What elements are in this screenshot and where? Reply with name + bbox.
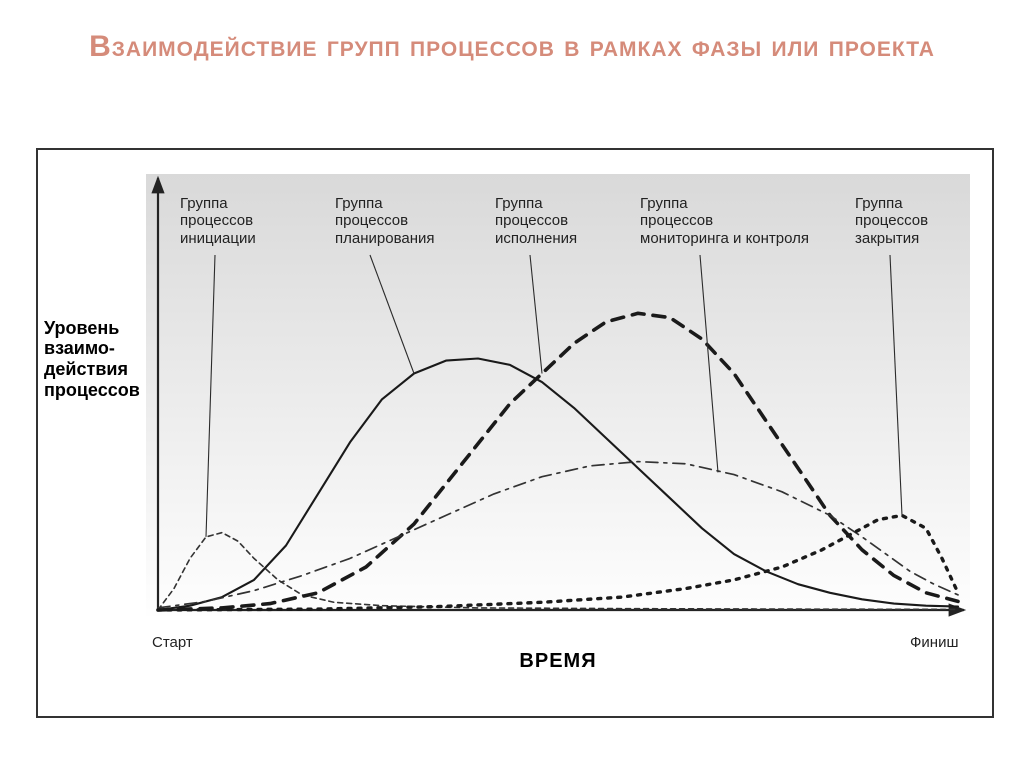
series-label-monitoring: Группапроцессовмониторинга и контроля — [640, 195, 809, 247]
x-axis-finish-label: Финиш — [910, 634, 958, 651]
series-closing — [158, 515, 958, 610]
series-label-executing: Группапроцессовисполнения — [495, 195, 577, 247]
series-planning — [158, 359, 958, 611]
series-label-closing: Группапроцессовзакрытия — [855, 195, 928, 247]
leader-executing — [530, 255, 542, 374]
x-axis-start-label: Старт — [152, 634, 193, 651]
leader-planning — [370, 255, 414, 374]
x-axis-label: ВРЕМЯ — [458, 650, 658, 673]
series-label-initiation: Группапроцессовинициации — [180, 195, 256, 247]
series-monitoring — [158, 462, 958, 608]
leader-closing — [890, 255, 902, 515]
leader-monitoring — [700, 255, 718, 472]
page-title: Взаимодействие групп процессов в рамках … — [0, 0, 1024, 76]
leader-initiation — [206, 255, 215, 537]
series-initiation — [158, 533, 958, 610]
series-executing — [158, 313, 958, 610]
series-label-planning: Группапроцессовпланирования — [335, 195, 435, 247]
y-axis-label: Уровеньвзаимо-действияпроцессов — [44, 318, 140, 401]
slide: Взаимодействие групп процессов в рамках … — [0, 0, 1024, 767]
